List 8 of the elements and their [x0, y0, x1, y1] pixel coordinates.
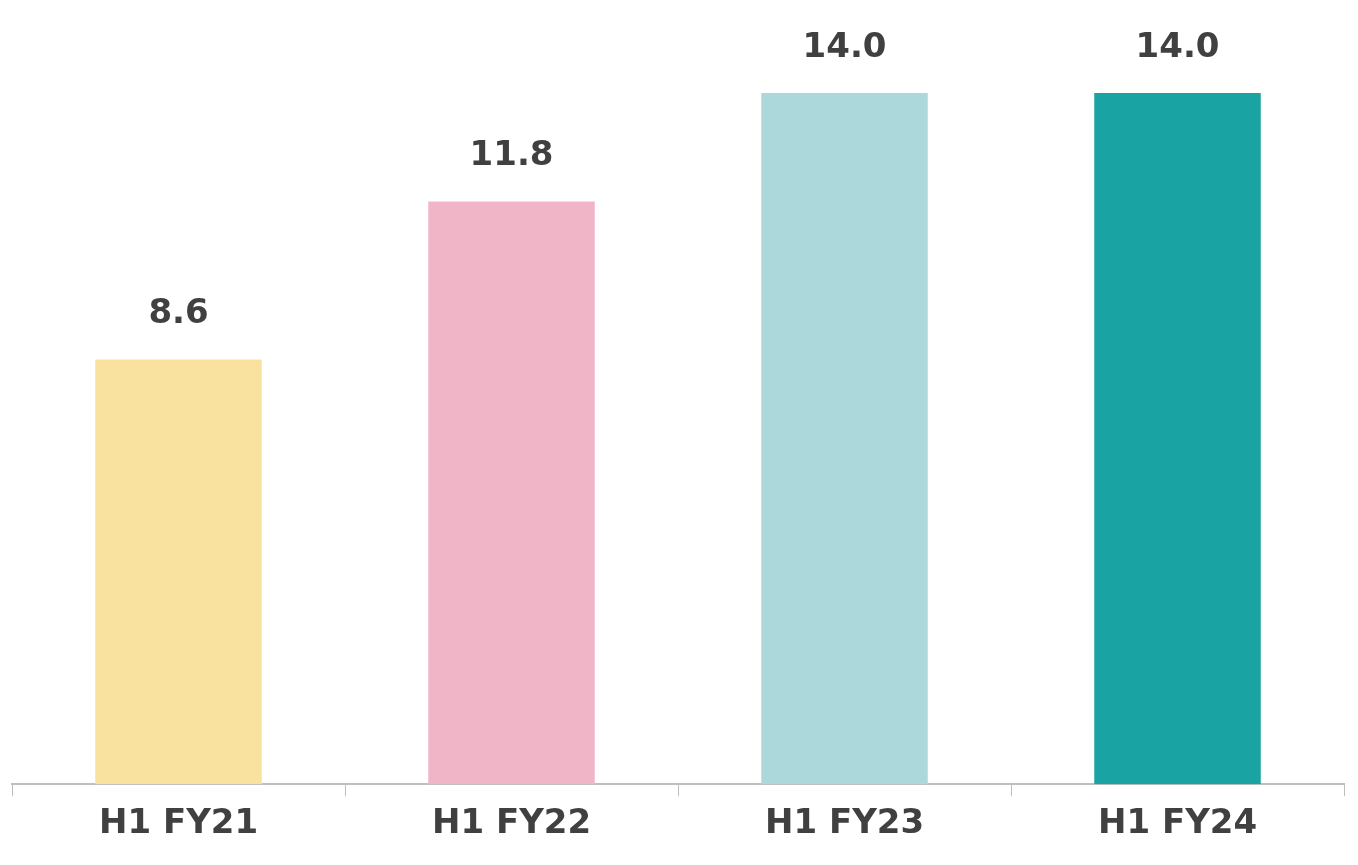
x-tick-label: H1 FY24: [1097, 801, 1258, 842]
data-label: 11.8: [469, 133, 554, 174]
data-label: 14.0: [1135, 24, 1220, 65]
data-label: 8.6: [148, 291, 209, 332]
x-tick-label: H1 FY22: [431, 801, 592, 842]
data-label: 14.0: [802, 24, 887, 65]
x-tick-label: H1 FY21: [98, 801, 259, 842]
x-tick-label: H1 FY23: [764, 801, 925, 842]
